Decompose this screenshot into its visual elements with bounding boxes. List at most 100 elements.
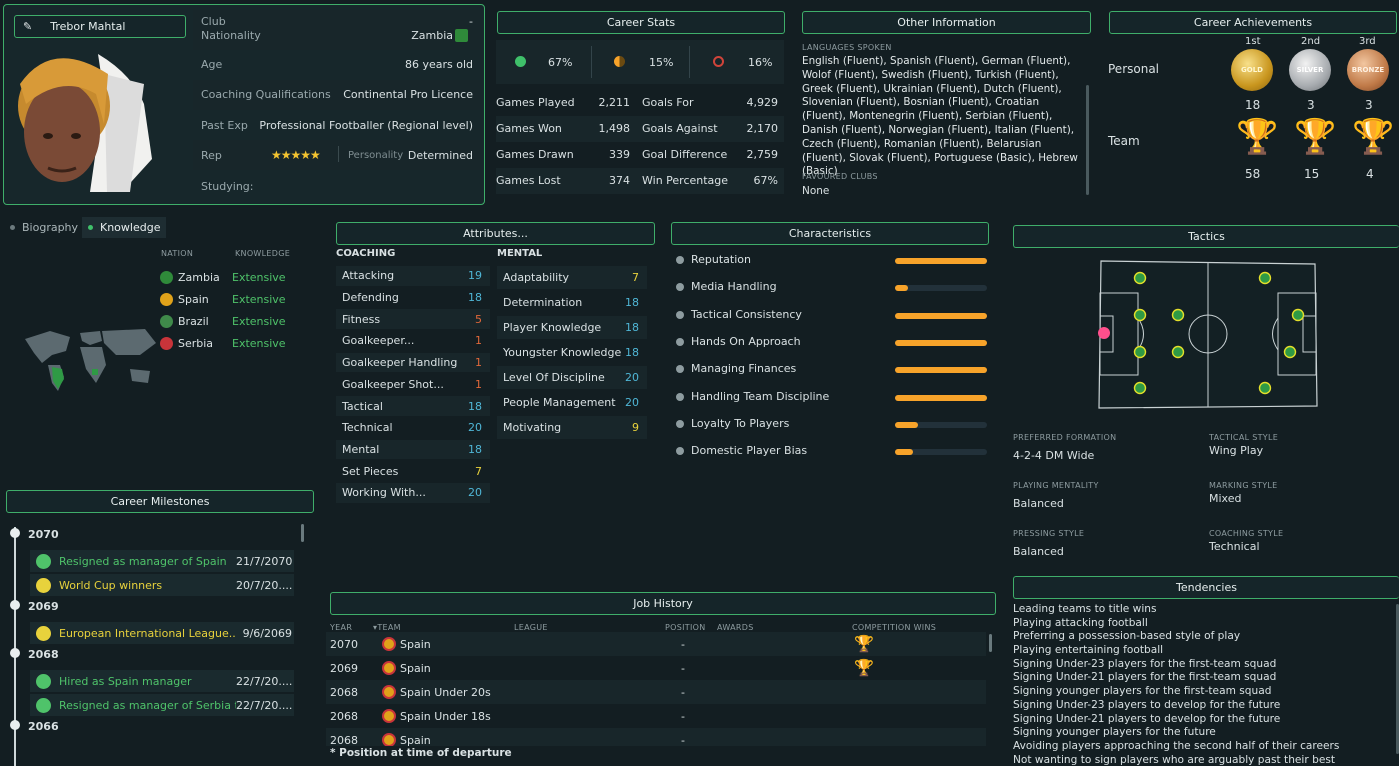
nation-name: Brazil: [178, 314, 209, 328]
timeline-node-icon: [10, 648, 20, 658]
job-history-row[interactable]: 2070 Spain - 🏆: [326, 632, 986, 656]
attribute-value: 18: [625, 346, 639, 359]
attribute-row[interactable]: Youngster Knowledge 18: [497, 341, 647, 364]
attribute-row[interactable]: Determination 18: [497, 291, 647, 314]
col-competition-wins[interactable]: COMPETITION WINS: [852, 623, 937, 632]
job-history-row[interactable]: 2068 Spain Under 20s -: [326, 680, 986, 704]
tactics-header[interactable]: Tactics: [1013, 225, 1399, 248]
col-league[interactable]: LEAGUE: [514, 623, 548, 632]
manager-name-header[interactable]: ✎ Trebor Mahtal: [14, 15, 186, 38]
milestone-date: 20/7/20....: [236, 578, 293, 592]
col-3rd: 3rd: [1359, 36, 1376, 47]
team-badge-icon: [382, 661, 396, 675]
win-dot-icon: [515, 56, 526, 67]
info-icon[interactable]: [676, 310, 684, 319]
tactic-field-label: COACHING STYLE: [1209, 529, 1284, 538]
job-team[interactable]: Spain Under 18s: [400, 710, 491, 723]
job-history-scrollbar[interactable]: [989, 634, 992, 652]
col-1st: 1st: [1245, 36, 1261, 47]
attribute-row[interactable]: Set Pieces 7: [336, 461, 490, 481]
milestone-item[interactable]: Resigned as manager of Spain 21/7/2070: [30, 550, 294, 572]
job-team[interactable]: Spain: [400, 638, 431, 651]
milestone-item[interactable]: World Cup winners 20/7/20....: [30, 574, 294, 596]
characteristics-header[interactable]: Characteristics: [671, 222, 989, 245]
job-history-header[interactable]: Job History: [330, 592, 996, 615]
job-history-row[interactable]: 2068 Spain -: [326, 728, 986, 746]
age-label: Age: [201, 58, 223, 71]
team-3rd-count: 4: [1366, 167, 1374, 181]
competition-trophy-icon[interactable]: 🏆: [854, 658, 874, 677]
attributes-header[interactable]: Attributes...: [336, 222, 655, 245]
milestone-item[interactable]: Resigned as manager of Serbia to...22/7/…: [30, 694, 294, 716]
stats-value: 374: [609, 174, 630, 187]
tendency-item: Playing entertaining football: [1013, 644, 1164, 657]
info-icon[interactable]: [676, 256, 684, 264]
col-year[interactable]: YEAR: [330, 623, 353, 632]
milestone-date: 9/6/2069: [242, 626, 292, 640]
attribute-row[interactable]: Motivating 9: [497, 416, 647, 439]
other-info-header[interactable]: Other Information: [802, 11, 1091, 34]
attribute-row[interactable]: Defending 18: [336, 288, 490, 308]
characteristic-bar: [895, 339, 987, 346]
attribute-value: 20: [468, 486, 482, 500]
attribute-row[interactable]: Mental 18: [336, 439, 490, 460]
attribute-row[interactable]: Player Knowledge 18: [497, 316, 647, 339]
knowledge-row[interactable]: Zambia Extensive: [160, 268, 320, 286]
info-icon[interactable]: [676, 447, 684, 456]
attribute-row[interactable]: Attacking 19: [336, 266, 490, 286]
knowledge-level: Extensive: [232, 314, 286, 328]
attribute-name: Level Of Discipline: [503, 371, 605, 384]
col-position[interactable]: POSITION: [665, 623, 706, 632]
col-team[interactable]: ▾TEAM: [373, 623, 401, 632]
attribute-row[interactable]: Goalkeeper Handling 1: [336, 352, 490, 373]
tab-knowledge[interactable]: Knowledge: [82, 217, 167, 238]
career-stats-header[interactable]: Career Stats: [497, 11, 785, 34]
attribute-row[interactable]: Goalkeeper Shot... 1: [336, 375, 490, 395]
info-icon[interactable]: [676, 419, 684, 428]
characteristic-bar-fill: [895, 258, 987, 264]
attribute-row[interactable]: Working With... 20: [336, 483, 490, 503]
attribute-row[interactable]: Goalkeeper... 1: [336, 331, 490, 351]
competition-trophy-icon[interactable]: 🏆: [854, 634, 874, 653]
knowledge-level: Extensive: [232, 336, 286, 350]
tendency-item: Signing Under-23 players for the first-t…: [1013, 657, 1277, 670]
attribute-name: Adaptability: [503, 271, 570, 284]
tactic-field-value: Technical: [1209, 540, 1260, 553]
attribute-row[interactable]: Fitness 5: [336, 309, 490, 330]
info-icon[interactable]: [676, 283, 684, 292]
knowledge-row[interactable]: Brazil Extensive: [160, 312, 320, 330]
attribute-name: People Management: [503, 396, 616, 409]
attribute-row[interactable]: Tactical 18: [336, 396, 490, 416]
milestone-item[interactable]: Hired as Spain manager 22/7/20....: [30, 670, 294, 692]
attribute-row[interactable]: Technical 20: [336, 418, 490, 438]
knowledge-row[interactable]: Serbia Extensive: [160, 334, 320, 352]
other-info-scrollbar[interactable]: [1086, 85, 1089, 195]
tactic-field-value: 4-2-4 DM Wide: [1013, 449, 1095, 462]
job-history-row[interactable]: 2069 Spain - 🏆: [326, 656, 986, 680]
silver-medal-icon: SILVER: [1289, 49, 1331, 91]
job-history-row[interactable]: 2068 Spain Under 18s -: [326, 704, 986, 728]
job-position: -: [681, 710, 685, 723]
attribute-row[interactable]: People Management 20: [497, 391, 647, 414]
col-awards[interactable]: AWARDS: [717, 623, 754, 632]
milestones-header[interactable]: Career Milestones: [6, 490, 314, 513]
achievements-header[interactable]: Career Achievements: [1109, 11, 1397, 34]
personality-label: Personality: [348, 150, 404, 161]
milestone-item[interactable]: European International League... 9/6/2069: [30, 622, 294, 644]
edit-pencil-icon[interactable]: ✎: [23, 20, 33, 33]
milestones-scrollbar[interactable]: [301, 524, 304, 542]
info-icon[interactable]: [676, 365, 684, 374]
job-team[interactable]: Spain: [400, 734, 431, 746]
info-icon[interactable]: [676, 337, 684, 346]
tab-biography[interactable]: Biography: [10, 221, 78, 234]
attribute-row[interactable]: Level Of Discipline 20: [497, 366, 647, 389]
nation-name: Zambia: [178, 270, 220, 284]
job-team[interactable]: Spain: [400, 662, 431, 675]
attribute-row[interactable]: Adaptability 7: [497, 266, 647, 289]
knowledge-row[interactable]: Spain Extensive: [160, 290, 320, 308]
job-team[interactable]: Spain Under 20s: [400, 686, 491, 699]
tendencies-scrollbar[interactable]: [1396, 604, 1399, 754]
milestone-text: European International League...: [59, 626, 236, 640]
info-icon[interactable]: [676, 392, 684, 401]
tendencies-header[interactable]: Tendencies: [1013, 576, 1399, 599]
